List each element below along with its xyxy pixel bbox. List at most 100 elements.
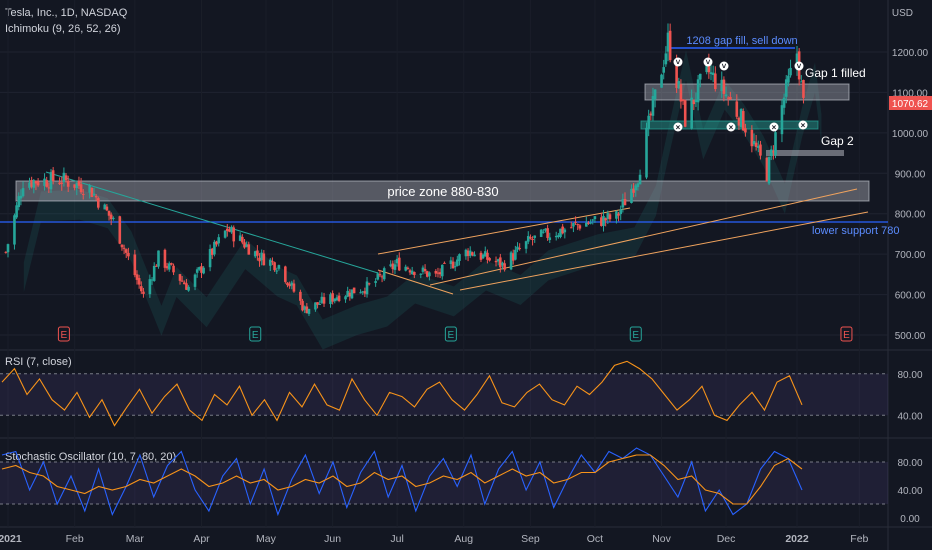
candle[interactable] (32, 180, 36, 188)
candle[interactable] (668, 30, 672, 61)
candle[interactable] (772, 151, 775, 153)
candle[interactable] (243, 242, 246, 248)
candle[interactable] (105, 206, 109, 211)
candle[interactable] (348, 292, 352, 297)
candle[interactable] (488, 258, 491, 261)
candle[interactable] (757, 146, 760, 148)
candle[interactable] (651, 96, 655, 116)
price-scale[interactable]: 500.00 600.00 700.00 800.00 900.00 1000.00 110… (892, 48, 929, 342)
candle[interactable] (458, 254, 461, 261)
candle[interactable] (208, 249, 212, 268)
candle[interactable] (421, 267, 425, 272)
candle[interactable] (163, 249, 167, 268)
candle[interactable] (21, 188, 25, 197)
candle[interactable] (182, 282, 186, 285)
candle[interactable] (724, 94, 728, 97)
candle[interactable] (711, 72, 715, 75)
candle[interactable] (75, 182, 79, 189)
candle[interactable] (139, 286, 143, 292)
candle[interactable] (193, 274, 197, 287)
oscillator-line[interactable] (1, 360, 803, 427)
candle[interactable] (576, 224, 580, 226)
candle[interactable] (630, 188, 633, 203)
candle[interactable] (120, 244, 124, 248)
candle[interactable] (284, 266, 287, 282)
candle[interactable] (690, 97, 693, 129)
candle[interactable] (277, 265, 281, 269)
candle[interactable] (150, 279, 154, 281)
candle[interactable] (170, 263, 173, 265)
long-trend-line-1[interactable] (429, 188, 858, 286)
candle[interactable] (288, 283, 291, 287)
candle[interactable] (795, 53, 799, 67)
candle[interactable] (664, 53, 668, 65)
candle[interactable] (714, 73, 717, 90)
candle[interactable] (802, 79, 805, 98)
rsi-pane[interactable]: 40.00 80.00 (0, 360, 923, 427)
candle[interactable] (148, 279, 152, 295)
candle[interactable] (660, 74, 663, 88)
candle[interactable] (142, 291, 145, 294)
candle[interactable] (118, 216, 122, 244)
candle[interactable] (436, 272, 440, 274)
candle[interactable] (152, 265, 156, 281)
candle[interactable] (722, 79, 726, 94)
candle[interactable] (649, 113, 653, 116)
earnings-marker[interactable] (249, 326, 262, 342)
candle[interactable] (359, 292, 362, 294)
oscillator-line[interactable] (1, 454, 803, 505)
candle[interactable] (737, 117, 741, 126)
candle[interactable] (799, 81, 803, 83)
candle[interactable] (542, 231, 545, 233)
candle[interactable] (361, 291, 365, 293)
candle[interactable] (511, 253, 515, 261)
candle[interactable] (539, 229, 543, 237)
candle[interactable] (316, 302, 319, 305)
candle[interactable] (247, 244, 251, 255)
candle[interactable] (677, 81, 681, 89)
candle[interactable] (557, 235, 560, 238)
candle[interactable] (271, 261, 274, 263)
candle[interactable] (273, 262, 276, 271)
candle[interactable] (367, 283, 371, 285)
candle[interactable] (28, 182, 31, 188)
candle[interactable] (335, 297, 339, 301)
candle[interactable] (62, 172, 66, 182)
candle[interactable] (202, 267, 205, 274)
candle[interactable] (449, 260, 453, 264)
candle[interactable] (389, 264, 392, 267)
candle[interactable] (124, 249, 128, 253)
candle[interactable] (77, 180, 81, 186)
pivot-marker[interactable] (794, 61, 804, 71)
candle[interactable] (314, 302, 317, 310)
candle[interactable] (483, 251, 487, 257)
candle[interactable] (346, 290, 349, 297)
earnings-marker[interactable] (629, 326, 642, 342)
candle[interactable] (215, 241, 218, 245)
candle[interactable] (681, 99, 685, 101)
candle[interactable] (729, 96, 732, 100)
candle[interactable] (66, 180, 70, 187)
candle[interactable] (559, 228, 562, 237)
candle[interactable] (167, 263, 171, 270)
pivot-marker[interactable] (769, 122, 779, 132)
channel-lower-line[interactable] (377, 269, 454, 295)
candle[interactable] (51, 170, 55, 182)
candle[interactable] (419, 273, 423, 275)
long-trend-line-2[interactable] (459, 211, 869, 291)
candle[interactable] (73, 184, 76, 188)
candle[interactable] (531, 238, 534, 240)
candle[interactable] (608, 214, 612, 220)
candle[interactable] (88, 185, 91, 193)
candle[interactable] (137, 278, 141, 285)
candle[interactable] (709, 72, 713, 75)
candle[interactable] (694, 99, 698, 103)
candle[interactable] (604, 218, 607, 221)
candle[interactable] (428, 272, 431, 277)
candle[interactable] (225, 228, 229, 231)
candle[interactable] (107, 210, 111, 216)
candle[interactable] (4, 251, 8, 253)
candle[interactable] (64, 175, 68, 181)
candle[interactable] (365, 281, 369, 295)
candle[interactable] (292, 283, 296, 292)
